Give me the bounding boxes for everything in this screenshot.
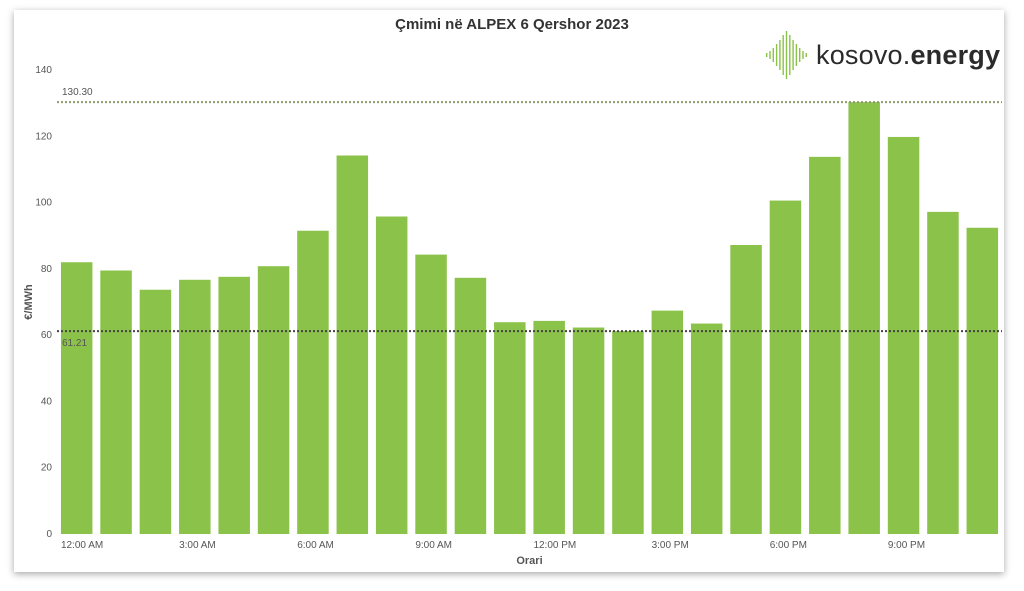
bar-hour-11 [494, 322, 526, 534]
bar-hour-10 [454, 277, 487, 534]
bar-hour-13 [572, 327, 605, 534]
bar-hour-20 [848, 102, 880, 535]
reference-label-min: 61.21 [62, 338, 87, 349]
waveform-bar [799, 48, 801, 62]
y-tick-label: 60 [41, 330, 53, 341]
waveform-bar [805, 53, 807, 57]
kosovo-energy-logo: kosovo.energy [764, 30, 1000, 80]
waveform-bar [772, 48, 774, 62]
bar-hour-16 [690, 323, 723, 534]
logo-text-bold: energy [910, 39, 1001, 70]
x-tick-label: 6:00 PM [770, 540, 807, 551]
x-tick-label: 12:00 AM [61, 540, 103, 551]
waveform-bar [779, 40, 781, 70]
bar-hour-22 [927, 211, 959, 534]
waveform-bar [795, 44, 798, 66]
bar-hour-6 [297, 230, 329, 534]
logo-text: kosovo.energy [816, 40, 1000, 71]
logo-text-regular: kosovo. [816, 39, 911, 70]
x-axis-label: Orari [516, 555, 542, 567]
waveform-bar [792, 40, 794, 70]
bar-hour-15 [651, 310, 684, 534]
bar-hour-9 [415, 254, 447, 534]
reference-label-max: 130.30 [62, 87, 93, 98]
x-tick-label: 9:00 PM [888, 540, 925, 551]
waveform-icon [766, 31, 807, 79]
bar-hour-2 [139, 289, 172, 534]
x-tick-label: 3:00 PM [652, 540, 689, 551]
y-tick-label: 40 [41, 396, 53, 407]
x-tick-label: 12:00 PM [533, 540, 576, 551]
bar-hour-18 [769, 200, 802, 534]
y-tick-label: 140 [35, 65, 52, 76]
bar-hour-3 [179, 279, 211, 534]
bar-hour-19 [809, 156, 841, 534]
y-axis-label: €/MWh [23, 284, 35, 320]
x-tick-label: 3:00 AM [179, 540, 216, 551]
bar-hour-1 [100, 270, 132, 534]
waveform-bar [782, 35, 784, 75]
waveform-bar [769, 51, 771, 59]
bar-hour-14 [612, 331, 644, 534]
waveform-bar [766, 53, 768, 57]
bar-hour-0 [60, 262, 93, 534]
chart-title: Çmimi në ALPEX 6 Qershor 2023 [395, 16, 629, 33]
x-tick-label: 6:00 AM [297, 540, 334, 551]
waveform-bar [785, 31, 788, 79]
bar-hour-23 [966, 227, 999, 534]
bar-hour-17 [730, 244, 762, 534]
bar-hour-7 [336, 155, 369, 534]
waveform-bar [789, 35, 791, 75]
y-tick-label: 100 [35, 198, 52, 209]
bar-hour-12 [533, 320, 565, 534]
bar-hour-4 [218, 276, 250, 534]
waveform-bar [775, 44, 778, 66]
waveform-bar [802, 51, 804, 59]
bar-hour-8 [375, 216, 408, 534]
y-tick-label: 20 [41, 463, 53, 474]
y-tick-label: 120 [35, 131, 52, 142]
y-tick-label: 0 [46, 529, 52, 540]
bar-hour-21 [887, 136, 920, 534]
bar-hour-5 [257, 266, 290, 534]
x-tick-label: 9:00 AM [415, 540, 452, 551]
y-tick-label: 80 [41, 264, 53, 275]
